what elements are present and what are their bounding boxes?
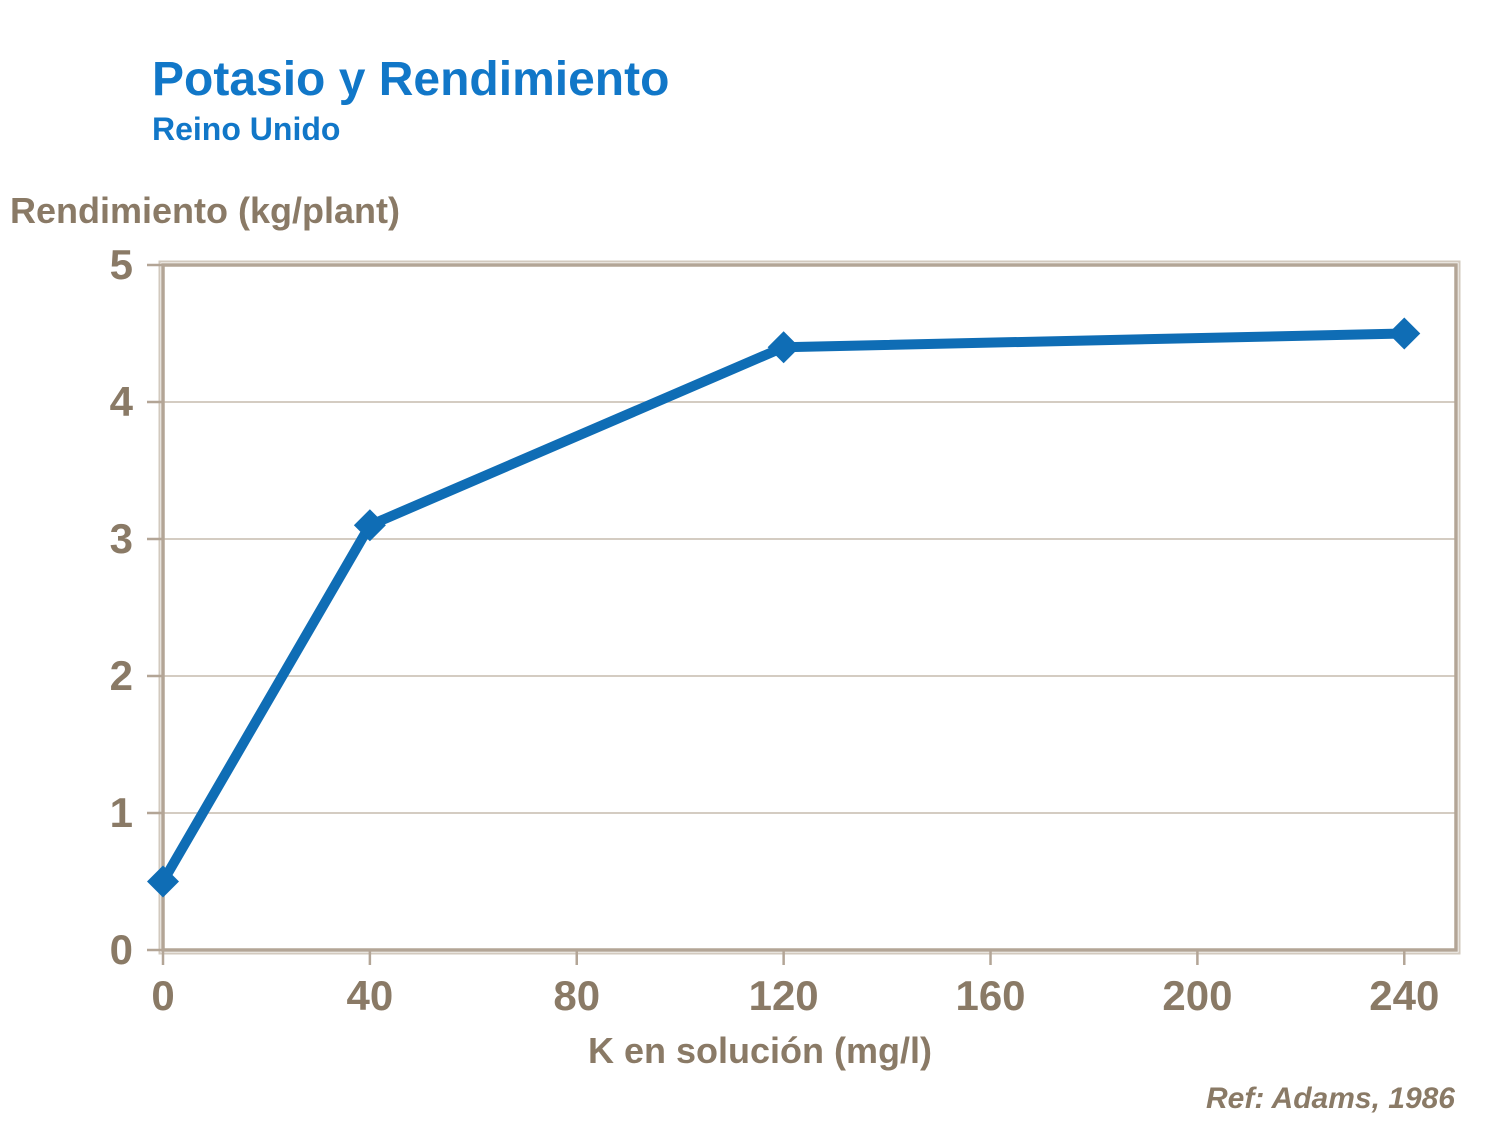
plot-border — [161, 263, 1458, 952]
ytick-label-1: 1 — [110, 789, 133, 836]
data-point-240 — [1388, 317, 1421, 350]
xtick-label-160: 160 — [955, 972, 1025, 1019]
data-point-0 — [147, 865, 179, 898]
ytick-label-4: 4 — [110, 378, 134, 425]
xtick-label-240: 240 — [1369, 972, 1439, 1019]
xtick-label-0: 0 — [151, 972, 174, 1019]
chart-subtitle: Reino Unido — [152, 111, 341, 148]
x-axis-title: K en solución (mg/l) — [587, 1030, 932, 1071]
data-point-120 — [767, 331, 800, 364]
chart-title: Potasio y Rendimiento — [152, 53, 670, 106]
title-block: Potasio y Rendimiento Reino Unido — [152, 53, 670, 148]
ytick-label-5: 5 — [110, 241, 133, 288]
data-point-40 — [353, 509, 386, 542]
ytick-label-0: 0 — [110, 926, 133, 973]
xtick-label-40: 40 — [347, 972, 394, 1019]
data-series-line — [158, 328, 1410, 887]
ytick-label-2: 2 — [110, 652, 133, 699]
xtick-label-80: 80 — [553, 972, 600, 1019]
plot-border-shadow — [158, 260, 1461, 955]
xtick-label-120: 120 — [749, 972, 819, 1019]
ytick-label-3: 3 — [110, 515, 133, 562]
reference-citation: Ref: Adams, 1986 — [1206, 1082, 1455, 1115]
y-axis-title: Rendimiento (kg/plant) — [10, 190, 400, 231]
xtick-label-200: 200 — [1162, 972, 1232, 1019]
